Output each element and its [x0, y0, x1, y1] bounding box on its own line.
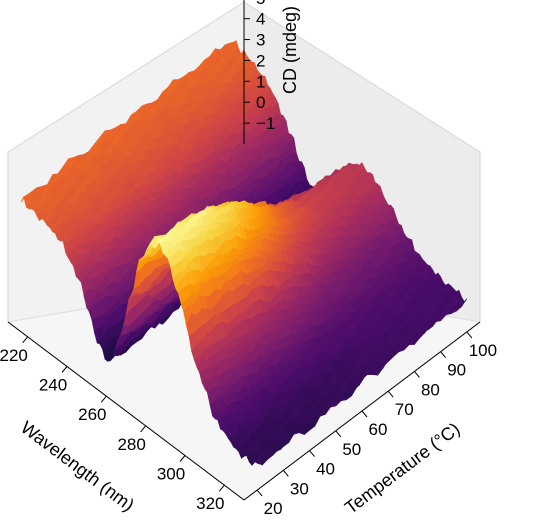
y-tick-mark: [466, 331, 473, 339]
x-tick-mark: [179, 455, 186, 462]
x-axis-line: [7, 321, 245, 501]
surface-plot: [20, 39, 468, 466]
y-tick-mark: [335, 430, 342, 438]
y-tick-mark: [440, 351, 447, 358]
y-tick-label: 90: [447, 361, 466, 380]
x-tick-mark: [218, 484, 225, 492]
x-tick-label: 260: [78, 405, 106, 424]
y-tick-mark: [256, 489, 263, 497]
z-tick-label: −1: [256, 114, 275, 133]
z-tick-label: 4: [256, 10, 265, 29]
y-tick-label: 60: [369, 420, 388, 439]
x-tick-mark: [61, 366, 68, 373]
x-axis-label: Wavelength (nm): [17, 417, 138, 515]
y-tick-label: 100: [469, 341, 497, 360]
x-tick-label: 300: [157, 465, 185, 484]
x-tick-label: 240: [39, 376, 67, 395]
x-tick-label: 220: [0, 346, 28, 365]
x-tick-label: 320: [196, 494, 224, 513]
x-tick-label: 280: [117, 435, 145, 454]
y-tick-label: 20: [264, 499, 283, 518]
y-tick-label: 50: [342, 440, 361, 459]
x-tick-mark: [22, 336, 29, 344]
x-tick-mark: [140, 425, 147, 433]
z-tick-label: 0: [256, 93, 265, 112]
y-tick-mark: [309, 450, 315, 457]
y-tick-label: 30: [290, 479, 309, 498]
z-axis-label: CD (mdeg): [280, 6, 300, 94]
y-tick-mark: [414, 371, 420, 378]
y-tick-label: 80: [421, 380, 440, 399]
y-tick-mark: [387, 390, 394, 398]
x-tick-mark: [100, 395, 107, 403]
y-tick-mark: [361, 410, 368, 418]
z-tick-label: 5: [256, 0, 265, 8]
z-tick-label: 3: [256, 31, 265, 50]
z-tick-label: 1: [256, 72, 265, 91]
surface-facet: [253, 457, 263, 466]
y-tick-mark: [282, 470, 289, 477]
y-tick-label: 40: [316, 460, 335, 479]
y-tick-label: 70: [395, 400, 414, 419]
y-axis-label: Temperature (°C): [341, 419, 463, 518]
z-tick-label: 2: [256, 51, 265, 70]
